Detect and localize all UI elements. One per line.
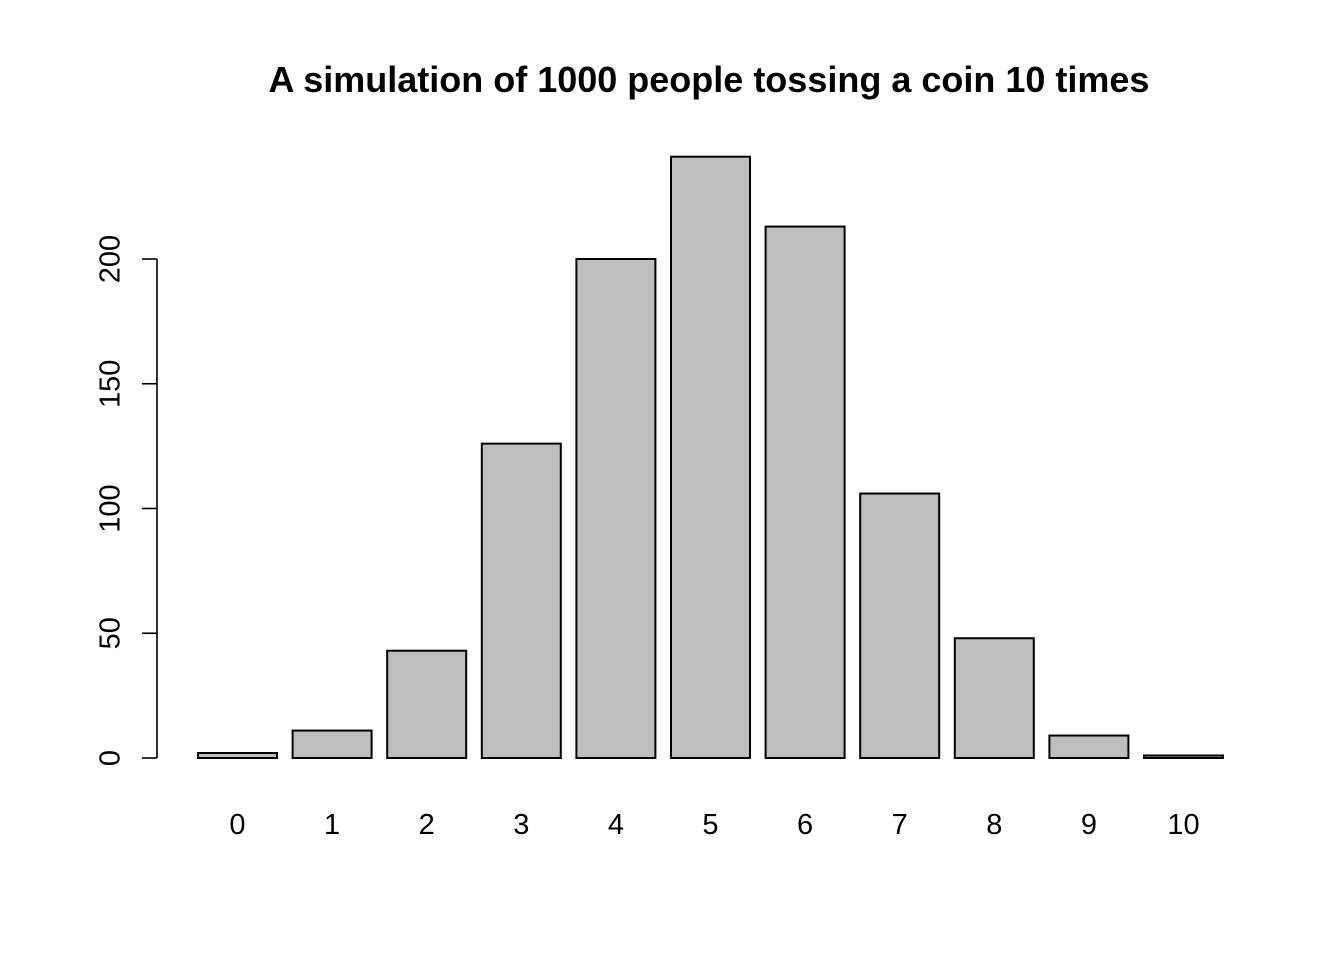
bar-7 <box>859 492 941 759</box>
y-tick-label: 50 <box>95 617 127 649</box>
x-axis-labels: 0 1 2 3 4 5 6 7 8 9 10 <box>229 809 1199 841</box>
bar-5 <box>670 155 751 759</box>
bar-3 <box>480 442 562 759</box>
bar-4 <box>575 258 657 759</box>
chart-title: A simulation of 1000 people tossing a co… <box>269 59 1150 100</box>
y-tick-label: 0 <box>95 750 127 766</box>
bar-9 <box>1048 734 1130 759</box>
bar-2 <box>386 649 468 760</box>
x-tick-label: 3 <box>513 809 529 841</box>
y-axis: 0 50 100 150 200 <box>95 235 158 766</box>
y-tick-label: 100 <box>95 484 127 532</box>
y-tick-label: 150 <box>95 360 127 408</box>
bar-1 <box>291 729 373 759</box>
x-tick-label: 6 <box>797 809 813 841</box>
x-tick-label: 5 <box>702 809 718 841</box>
x-tick-label: 9 <box>1081 809 1097 841</box>
x-tick-label: 10 <box>1167 809 1199 841</box>
x-tick-label: 7 <box>892 809 908 841</box>
x-tick-label: 8 <box>986 809 1002 841</box>
x-tick-label: 1 <box>324 809 340 841</box>
bar-10 <box>1143 754 1224 760</box>
x-tick-label: 0 <box>229 809 245 841</box>
bar-8 <box>953 637 1035 759</box>
bar-0 <box>197 752 278 760</box>
y-tick-label: 200 <box>95 235 127 283</box>
bar-6 <box>764 225 846 759</box>
x-tick-label: 2 <box>419 809 435 841</box>
bars-group <box>197 155 1224 760</box>
x-tick-label: 4 <box>608 809 624 841</box>
